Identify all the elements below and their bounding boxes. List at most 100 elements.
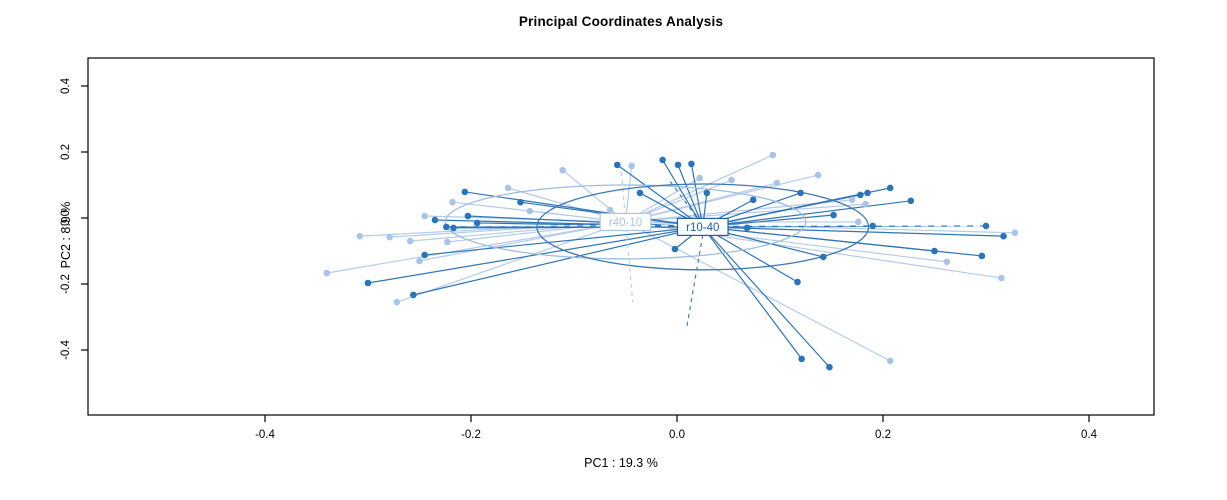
data-point-r10-40	[703, 189, 711, 197]
data-point-r40-10	[696, 174, 703, 182]
data-point-r40-10	[628, 162, 635, 170]
data-point-r40-10	[406, 237, 414, 245]
y-tick-label: 0.2	[60, 144, 72, 160]
data-point-r10-40	[364, 279, 372, 287]
data-point-r10-40	[431, 216, 439, 224]
dashed-overlay-line	[620, 172, 634, 303]
data-point-r40-10	[559, 166, 566, 174]
y-axis-label: PC2 : 8.9 %	[59, 201, 73, 269]
spider-line-r40-10	[326, 221, 626, 274]
chart-title: Principal Coordinates Analysis	[518, 14, 724, 29]
spider-line-r10-40	[702, 226, 1004, 237]
data-point-r40-10	[421, 212, 428, 220]
data-point-r10-40	[869, 222, 876, 230]
y-tick-label: 0.0	[60, 210, 72, 226]
spider-line-r10-40	[702, 226, 803, 360]
centroid-label-box-r40-10	[599, 212, 652, 232]
y-tick-label: -0.2	[60, 274, 72, 294]
data-point-r10-40	[442, 223, 450, 231]
dashed-overlay-line	[685, 235, 704, 330]
spider-line-r40-10	[419, 221, 626, 262]
plot-border	[87, 57, 1155, 416]
data-point-r10-40	[421, 251, 428, 259]
data-point-r10-40	[450, 224, 457, 232]
spider-line-r10-40	[690, 163, 704, 228]
x-axis-label: PC1 : 19.3 %	[584, 456, 658, 470]
x-tick-label: 0.0	[669, 429, 685, 441]
spider-line-r10-40	[702, 226, 798, 283]
data-point-r40-10	[356, 232, 364, 240]
spider-line-r10-40	[424, 226, 703, 256]
spider-line-r40-10	[625, 221, 891, 362]
data-point-r10-40	[794, 278, 801, 286]
spider-line-r40-10	[396, 221, 626, 303]
data-point-r10-40	[830, 211, 837, 219]
data-point-r10-40	[659, 156, 666, 164]
data-point-r10-40	[826, 363, 833, 371]
data-point-r40-10	[606, 206, 614, 214]
y-tick-label: -0.4	[60, 339, 72, 359]
group-ellipse-r40-10	[444, 184, 807, 260]
centroid-label-box-r10-40	[676, 217, 729, 237]
data-point-r10-40	[464, 212, 472, 220]
spider-line-r10-40	[616, 164, 704, 228]
data-point-r40-10	[814, 171, 822, 179]
data-point-r10-40	[907, 197, 915, 205]
x-tick-label: 0.4	[1081, 429, 1098, 441]
data-point-r10-40	[798, 355, 805, 363]
data-point-r10-40	[671, 245, 679, 253]
data-point-r40-10	[773, 179, 781, 187]
x-tick-label: -0.2	[461, 429, 481, 441]
data-point-r40-10	[1011, 229, 1019, 237]
data-point-r10-40	[819, 253, 827, 261]
spider-line-r10-40	[413, 226, 703, 296]
data-point-r40-10	[769, 151, 777, 159]
data-point-r10-40	[674, 161, 682, 169]
data-point-r40-10	[444, 238, 451, 246]
data-point-r10-40	[978, 252, 986, 260]
spider-line-r10-40	[677, 164, 704, 228]
spider-line-r40-10	[625, 221, 947, 263]
data-point-r40-10	[862, 200, 869, 208]
data-point-r40-10	[886, 357, 894, 365]
data-point-r40-10	[323, 269, 331, 277]
x-tick-label: -0.4	[255, 429, 275, 441]
spider-line-r10-40	[702, 226, 830, 368]
data-point-r40-10	[526, 207, 534, 215]
spider-line-r40-10	[625, 174, 819, 223]
data-point-r40-10	[449, 198, 456, 206]
data-point-r10-40	[931, 247, 938, 255]
data-point-r40-10	[848, 196, 856, 204]
data-point-r40-10	[386, 233, 393, 241]
data-point-r40-10	[728, 176, 735, 184]
data-point-r10-40	[636, 189, 644, 197]
data-point-r10-40	[864, 189, 871, 197]
data-point-r10-40	[688, 160, 695, 168]
data-point-r40-10	[504, 184, 512, 192]
data-point-r10-40	[749, 196, 757, 204]
data-point-r10-40	[613, 161, 621, 169]
data-point-r10-40	[410, 291, 417, 299]
data-point-r10-40	[1000, 232, 1007, 240]
data-point-r10-40	[797, 189, 804, 197]
data-point-r10-40	[857, 191, 864, 199]
data-point-r10-40	[743, 224, 751, 232]
group-ellipse-r10-40	[536, 183, 870, 271]
data-point-r10-40	[982, 222, 990, 230]
data-point-r40-10	[998, 274, 1005, 282]
data-point-r10-40	[461, 188, 469, 196]
spider-line-r10-40	[453, 226, 703, 229]
data-point-r40-10	[416, 257, 423, 265]
spider-line-r10-40	[702, 200, 911, 228]
data-point-r40-10	[854, 218, 862, 226]
data-point-r40-10	[943, 258, 951, 266]
spider-line-r40-10	[625, 203, 866, 223]
centroid-label-r40-10: r40-10	[609, 217, 642, 229]
x-tick-label: 0.2	[875, 429, 891, 441]
data-point-r10-40	[517, 198, 524, 206]
data-point-r40-10	[393, 298, 401, 306]
y-tick-label: 0.4	[60, 77, 72, 94]
centroid-label-r10-40: r10-40	[686, 222, 719, 234]
